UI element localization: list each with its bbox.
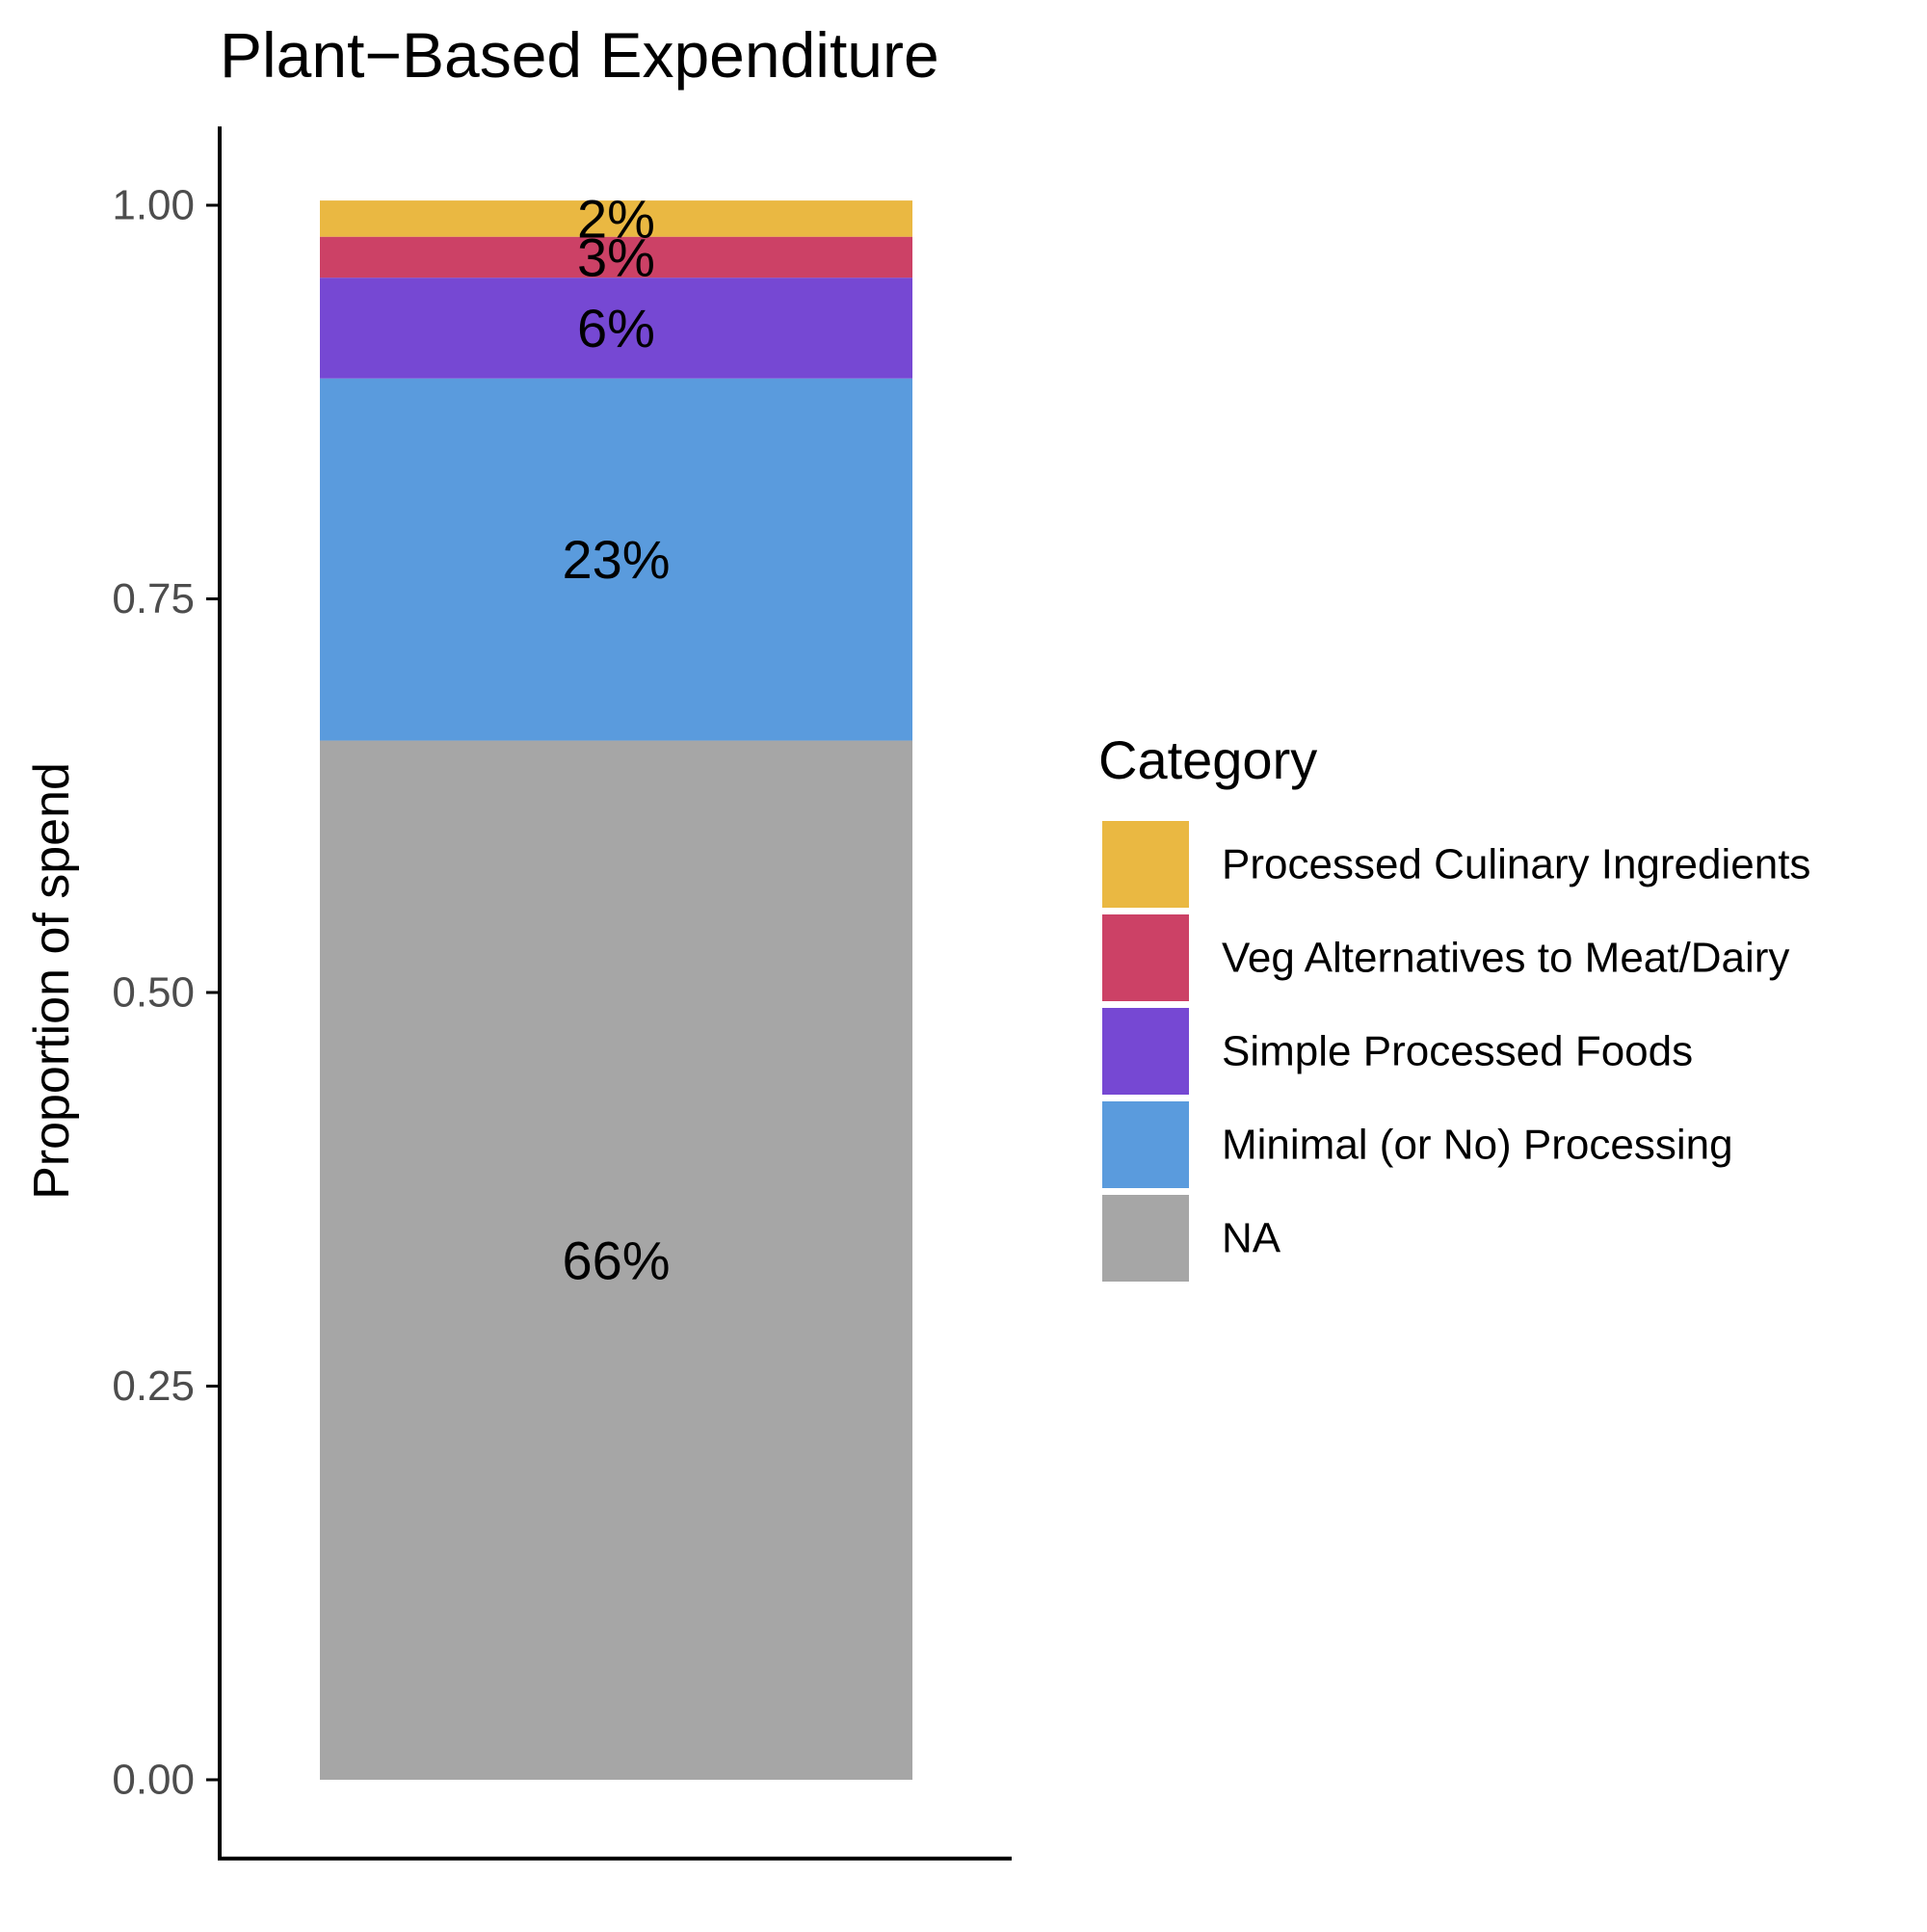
y-tick-label: 0.50 [112, 969, 195, 1017]
legend-label-minimal-or-no-processing: Minimal (or No) Processing [1222, 1122, 1733, 1169]
chart-title: Plant−Based Expenditure [220, 19, 939, 91]
data-labels: 66% 23% 6% 3%2% [562, 188, 670, 1290]
bar-segment-processed-culinary-ingredients [320, 200, 912, 237]
legend-key-na [1102, 1195, 1189, 1282]
data-label-simple-processed-foods: 6% [577, 298, 655, 358]
legend-label-veg-alternatives-to-meat-dairy: Veg Alternatives to Meat/Dairy [1222, 935, 1789, 982]
data-label-veg-alternatives-to-meat-dairy: 3% [577, 226, 655, 287]
bar-segment-minimal-or-no-processing [320, 378, 912, 741]
axes: 0.00 0.25 0.50 0.75 1.00 [112, 126, 1012, 1861]
legend-label-processed-culinary-ingredients: Processed Culinary Ingredients [1222, 841, 1810, 888]
legend-key-veg-alternatives-to-meat-dairy [1102, 914, 1189, 1001]
bar-segment-veg-alternatives-to-meat-dairy [320, 236, 912, 278]
legend-key-processed-culinary-ingredients [1102, 821, 1189, 908]
legend-title: Category [1098, 729, 1317, 790]
bar-segment-simple-processed-foods [320, 278, 912, 379]
y-tick-label: 0.75 [112, 575, 195, 622]
legend-label-simple-processed-foods: Simple Processed Foods [1222, 1028, 1693, 1075]
y-tick-label: 1.00 [112, 182, 195, 229]
data-label-processed-culinary-ingredients: 2% [577, 188, 655, 249]
data-label-minimal-or-no-processing: 23% [562, 529, 670, 590]
legend-label-na: NA [1222, 1215, 1281, 1262]
bar-segment-na [320, 740, 912, 1780]
y-axis-title: Proportion of spend [24, 762, 80, 1200]
data-label-na: 66% [562, 1230, 670, 1290]
legend-key-minimal-or-no-processing [1102, 1101, 1189, 1188]
y-tick-label: 0.00 [112, 1757, 195, 1804]
y-tick-label: 0.25 [112, 1363, 195, 1410]
legend-key-simple-processed-foods [1102, 1008, 1189, 1095]
legend: Category Processed Culinary Ingredients V… [1098, 729, 1810, 1282]
bar-segments [320, 200, 912, 1780]
